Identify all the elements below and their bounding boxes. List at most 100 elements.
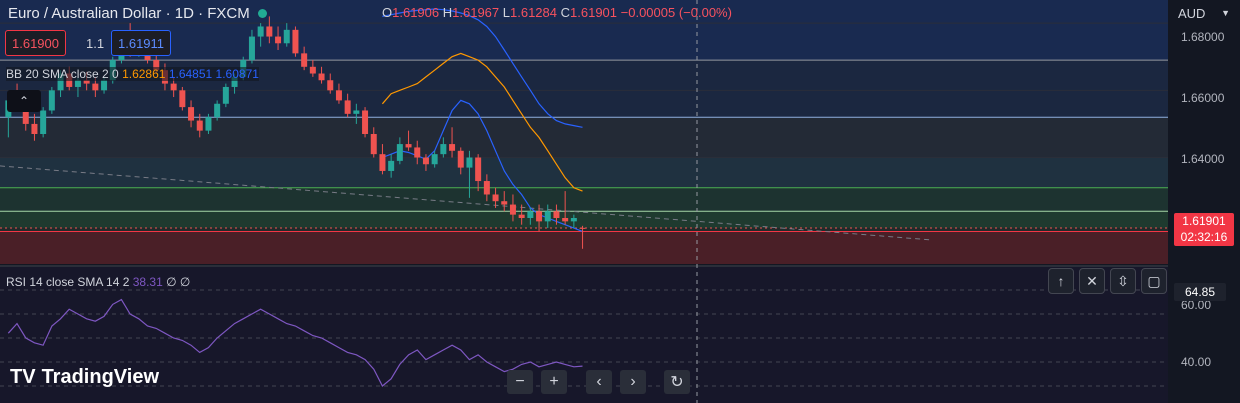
reset-chart-button[interactable]: ↻ — [664, 370, 690, 394]
candle-body — [449, 144, 456, 151]
ohlc-open-key: O — [382, 5, 393, 20]
bb-basis-value: 1.62861 — [122, 67, 166, 81]
market-status-dot — [257, 8, 267, 18]
candle-body — [248, 36, 255, 61]
candle-body — [22, 103, 29, 124]
candle-body — [40, 110, 47, 134]
candle-body — [562, 218, 569, 222]
chevron-up-icon: ⌃ — [18, 94, 30, 108]
rsi-extra: ∅ ∅ — [166, 275, 191, 289]
candle-body — [153, 60, 160, 71]
candle-body — [396, 144, 403, 161]
collapse-legend-button[interactable]: ⌃ — [7, 90, 41, 112]
price-zone — [0, 187, 1168, 212]
candle-body — [205, 117, 212, 131]
rsi-axis-label: 60.00 — [1181, 298, 1212, 312]
zoom-in-button[interactable]: + — [541, 370, 567, 394]
delete-pane-button[interactable]: ✕ — [1079, 268, 1105, 294]
price-axis-label: 1.66000 — [1181, 91, 1225, 105]
rsi-label: RSI 14 close SMA 14 2 — [6, 275, 130, 289]
zoom-out-button[interactable]: − — [507, 370, 533, 394]
candle-body — [179, 90, 186, 108]
candle-body — [48, 90, 55, 111]
candle-body — [501, 201, 508, 205]
candle-body — [579, 227, 586, 229]
tradingview-logo-icon: TV — [10, 366, 36, 388]
buy-button[interactable]: 1.61911 — [111, 30, 172, 56]
close-icon: ✕ — [1086, 272, 1098, 289]
candle-body — [101, 80, 108, 91]
candle-body — [527, 211, 534, 218]
rsi-line — [7, 298, 583, 387]
ohlc-high-key: H — [442, 5, 453, 20]
move-pane-up-button[interactable]: ↑ — [1048, 268, 1074, 294]
rsi-pane — [7, 298, 583, 387]
logo-text: TradingView — [41, 366, 160, 388]
maximize-pane-button[interactable]: ▢ — [1141, 268, 1167, 294]
candle-body — [231, 76, 238, 87]
candle-body — [74, 80, 81, 87]
symbol-title[interactable]: Euro / Australian Dollar · 1D · FXCM — [8, 4, 250, 22]
bb-legend[interactable]: BB 20 SMA close 2 0 1.62861 1.64851 1.60… — [6, 67, 259, 81]
ohlc-legend: O1.61906 H1.61967 L1.61284 C1.61901 −0.0… — [382, 5, 732, 20]
price-axis-label: 1.64000 — [1181, 152, 1225, 166]
price-zones — [0, 0, 1168, 403]
candle-body — [275, 36, 282, 44]
candle-body — [214, 103, 221, 118]
candle-body — [353, 110, 360, 114]
candle-body — [31, 123, 38, 134]
candle-body — [318, 73, 325, 81]
price-zone — [0, 0, 1168, 61]
candle-body — [266, 26, 273, 37]
candle-body — [475, 157, 482, 182]
current-price-badge: 1.61901 02:32:16 — [1174, 213, 1234, 246]
candle-body — [222, 86, 229, 104]
collapse-pane-button[interactable]: ⇳ — [1110, 268, 1136, 294]
rsi-pane-background — [0, 266, 1168, 403]
bb-upper-value: 1.64851 — [168, 67, 213, 81]
rsi-legend[interactable]: RSI 14 close SMA 14 2 38.31 ∅ ∅ — [6, 275, 190, 289]
rsi-axis-label: 40.00 — [1181, 355, 1212, 369]
candle-body — [327, 80, 334, 91]
chart-header: Euro / Australian Dollar · 1D · FXCM — [8, 3, 267, 23]
grid-lines — [0, 22, 1168, 387]
bb-lower-value: 1.60871 — [215, 67, 259, 81]
rsi-value: 38.31 — [132, 275, 163, 289]
tradingview-logo[interactable]: TV TradingView — [10, 366, 159, 389]
bb-upper-line — [382, 8, 583, 128]
chevron-left-icon: ‹ — [596, 373, 602, 390]
candle-body — [483, 181, 490, 195]
candle-body — [83, 80, 90, 84]
candle-body — [309, 66, 316, 74]
candle-body — [335, 90, 342, 101]
ohlc-change: −0.00005 (−0.00%) — [620, 5, 732, 20]
bb-label: BB 20 SMA close 2 0 — [6, 67, 119, 81]
candle-body — [509, 204, 516, 215]
price-zone — [0, 228, 1168, 232]
candle-body — [405, 144, 412, 148]
scroll-right-button[interactable]: › — [620, 370, 646, 394]
candle-body — [92, 83, 99, 91]
candle-body — [188, 107, 195, 121]
bb-basis-line — [381, 52, 583, 192]
price-zone — [0, 231, 1168, 264]
candle-body — [431, 154, 438, 165]
candle-body — [544, 211, 551, 222]
scroll-left-button[interactable]: ‹ — [586, 370, 612, 394]
candle-body — [536, 211, 543, 222]
candle-body — [344, 100, 351, 114]
reset-icon: ↻ — [670, 374, 684, 391]
price-zone — [0, 157, 1168, 188]
candle-body — [422, 157, 429, 165]
trend-line — [0, 165, 931, 241]
candle-body — [457, 150, 464, 168]
candle-body — [301, 53, 308, 67]
price-zone — [0, 117, 1168, 158]
candle-body — [440, 144, 447, 155]
ohlc-close-key: C — [560, 5, 571, 20]
collapse-icon: ⇳ — [1117, 272, 1129, 289]
candle-body — [170, 83, 177, 91]
currency-selector[interactable]: AUD ▼ — [1174, 2, 1234, 24]
sell-button[interactable]: 1.61900 — [5, 30, 66, 56]
